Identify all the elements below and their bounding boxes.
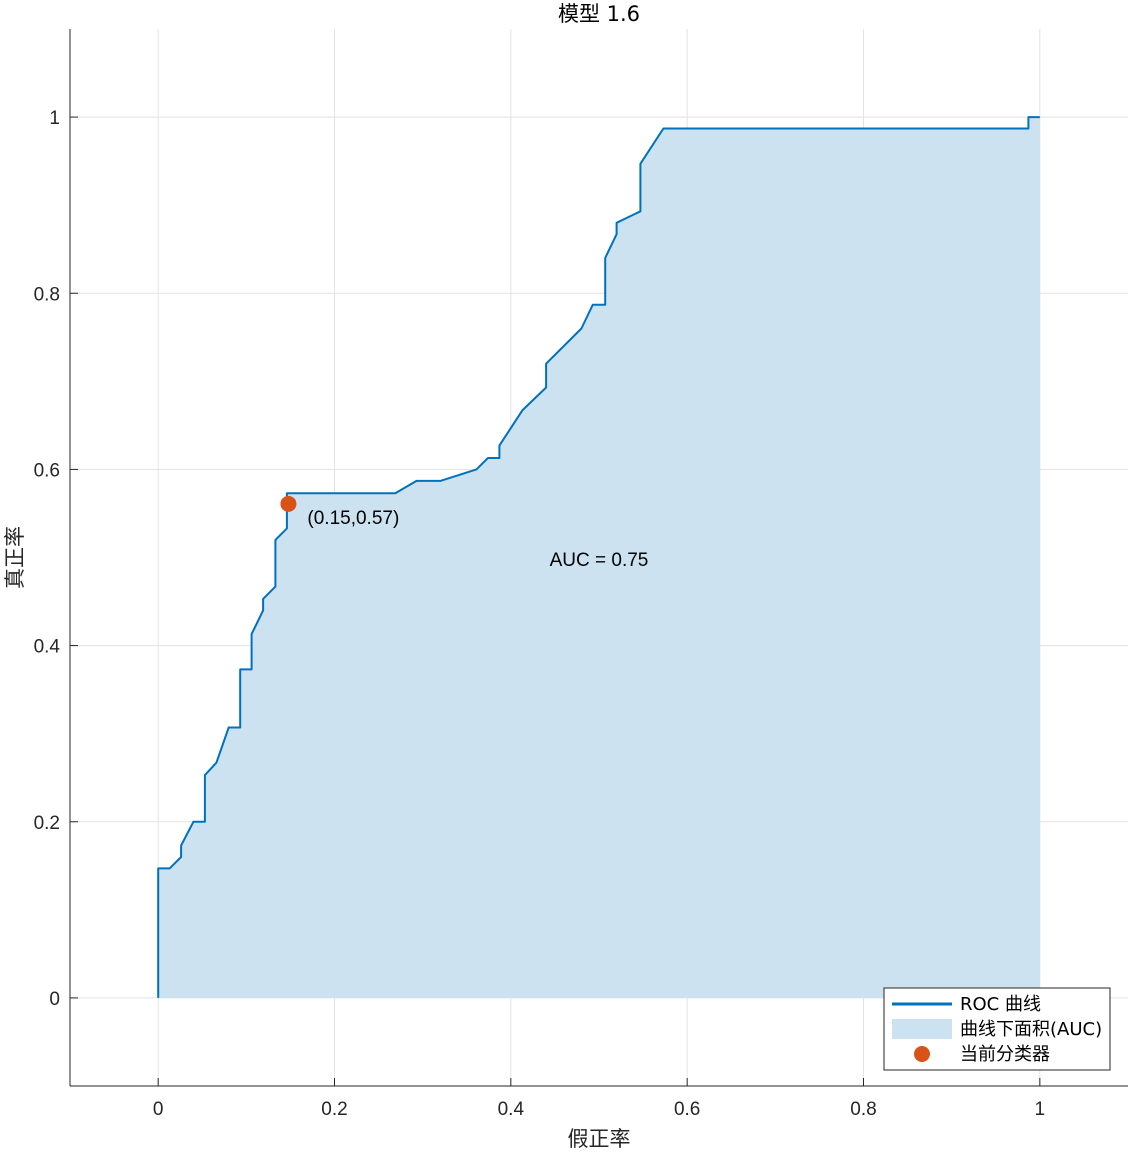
legend-label: 曲线下面积(AUC) (960, 1019, 1102, 1040)
roc-curve (157, 116, 1040, 998)
axes (69, 29, 1128, 1087)
chart-title: 模型 1.6 (558, 2, 640, 26)
auc-annotation: AUC = 0.75 (550, 550, 649, 571)
y-axis-title: 真正率 (3, 526, 27, 589)
y-axis-ticks: 0 0.2 0.4 0.6 0.8 1 (34, 108, 78, 1010)
x-axis-title: 假正率 (568, 1127, 631, 1151)
y-tick-label: 0 (49, 989, 60, 1010)
auc-area (158, 117, 1040, 998)
y-tick-label: 0.8 (34, 284, 60, 305)
y-tick-label: 0.6 (34, 460, 60, 481)
legend-label: ROC 曲线 (960, 994, 1041, 1015)
x-tick-label: 0.2 (321, 1099, 347, 1120)
x-tick-label: 0 (153, 1099, 164, 1120)
legend-label: 当前分类器 (960, 1044, 1050, 1065)
current-classifier-label: (0.15,0.57) (307, 508, 399, 529)
legend-marker-swatch (914, 1046, 930, 1062)
y-tick-label: 1 (49, 108, 60, 129)
x-tick-label: 0.4 (498, 1099, 525, 1120)
y-tick-label: 0.2 (34, 813, 60, 834)
x-axis-ticks: 0 0.2 0.4 0.6 0.8 1 (153, 1078, 1045, 1120)
x-tick-label: 0.6 (674, 1099, 700, 1120)
x-tick-label: 1 (1035, 1099, 1046, 1120)
current-classifier-marker (280, 495, 297, 512)
legend-area-swatch (892, 1019, 952, 1039)
x-tick-label: 0.8 (850, 1099, 876, 1120)
y-tick-label: 0.4 (34, 637, 61, 658)
